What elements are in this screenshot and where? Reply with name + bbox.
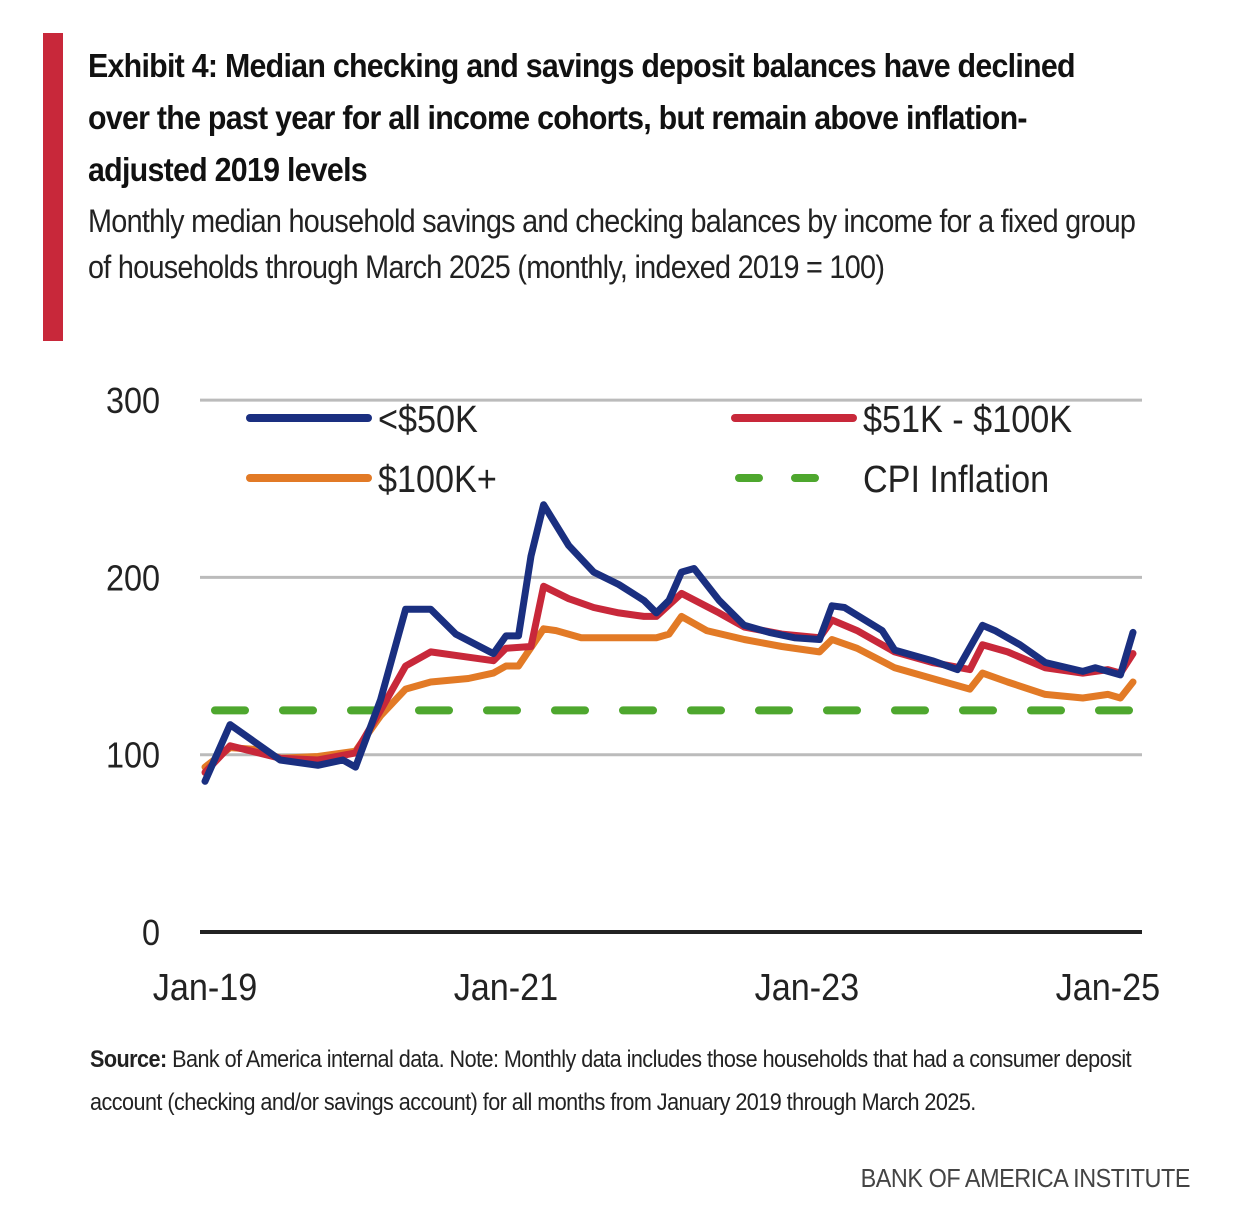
source-note: Source: Bank of America internal data. N… xyxy=(90,1038,1152,1124)
legend-label-1: $51K - $100K xyxy=(863,397,1072,440)
legend-label-0: <$50K xyxy=(378,397,478,440)
line-chart: 0 100 200 300 Jan-19 Jan-21 Jan-23 Jan-25 <$50K $… xyxy=(106,382,1161,1009)
x-tick-label: Jan-19 xyxy=(153,965,258,1008)
source-label: Source: xyxy=(90,1046,167,1073)
chart-subtitle: Monthly median household savings and che… xyxy=(88,203,1136,285)
series-line-2 xyxy=(201,612,1137,771)
legend-label-2: $100K+ xyxy=(378,457,497,500)
brand-label: BANK OF AMERICA INSTITUTE xyxy=(860,1163,1191,1193)
y-tick-label: 200 xyxy=(106,559,160,599)
x-tick-label: Jan-21 xyxy=(454,965,559,1008)
source-text: Bank of America internal data. Note: Mon… xyxy=(90,1046,1132,1116)
x-tick-label: Jan-25 xyxy=(1056,965,1161,1008)
y-tick-label: 100 xyxy=(106,736,160,776)
y-tick-label: 300 xyxy=(106,382,160,422)
y-tick-label: 0 xyxy=(142,913,160,953)
chart-title: Exhibit 4: Median checking and savings d… xyxy=(88,47,1076,188)
legend-label-3: CPI Inflation xyxy=(863,457,1049,500)
series-line-1 xyxy=(201,582,1137,776)
x-tick-label: Jan-23 xyxy=(755,965,860,1008)
accent-bar xyxy=(43,33,63,341)
series-line-0 xyxy=(201,501,1137,785)
